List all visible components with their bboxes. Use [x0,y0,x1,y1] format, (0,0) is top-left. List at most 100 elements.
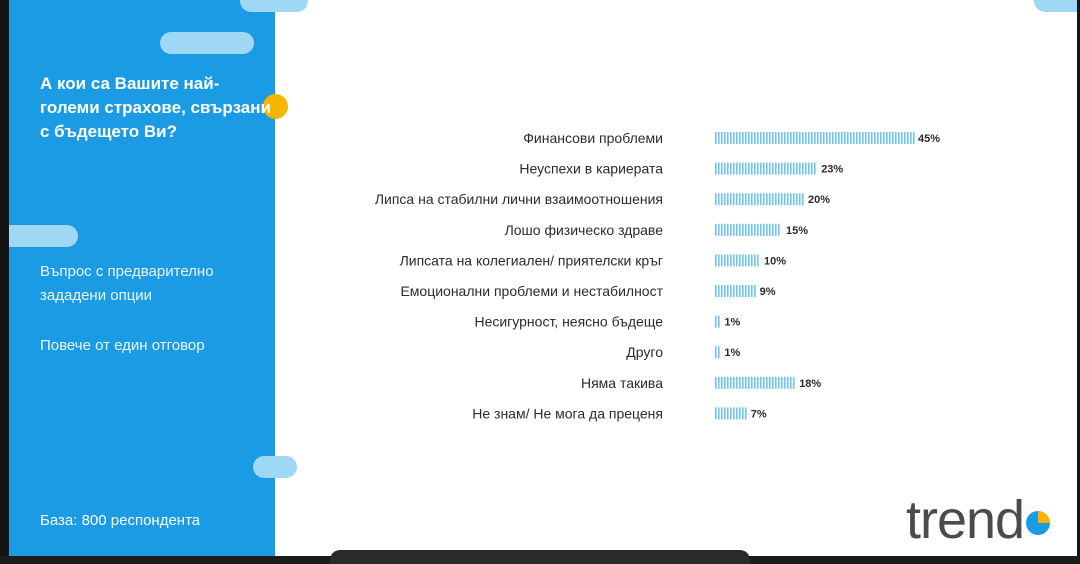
bar-stripe [778,193,780,206]
bar-stripe [715,376,717,389]
bar-stripe [778,132,780,144]
value-label: 15% [786,225,808,237]
bar-stripe [748,162,750,175]
bar-stripe [841,132,843,144]
bar-stripe [742,254,744,267]
bar-stripe [799,193,801,206]
bar-stripe [760,193,762,206]
bar-stripe [745,193,747,206]
bar-stripe [742,132,744,144]
bar-stripe [766,132,768,144]
bar-stripe [886,132,888,144]
bar-stripe [739,254,741,267]
bar-stripe [727,285,729,297]
bar-stripe [781,162,783,175]
bar-stripe [748,193,750,206]
bar-stripe [859,132,861,144]
bar-stripe [733,193,735,206]
value-label: 7% [751,408,767,420]
bar-stripe [736,407,738,420]
bar-stripe [769,376,771,389]
bar-stripe [757,223,759,236]
bar-stripe [733,376,735,389]
bar-stripe [721,376,723,389]
bar-stripe [718,223,720,236]
bar-stripe [751,376,753,389]
bar-stripe [739,193,741,206]
bar-stripe [754,193,756,206]
bar-stripe [814,132,816,144]
bar-stripe [739,132,741,144]
bar-stripe [766,193,768,206]
bar-stripe [778,162,780,175]
bar-stripe [745,254,747,267]
bar-stripe [766,376,768,389]
bar-stripe [772,193,774,206]
bar [715,193,804,206]
bar-stripe [724,223,726,236]
bar-stripe [745,285,747,297]
bar-stripe [721,254,723,267]
bar-stripe [787,162,789,175]
bar [715,315,720,328]
bar-stripe [736,376,738,389]
bar-stripe [817,132,819,144]
bar [715,285,756,297]
bar [715,376,795,389]
bar-stripe [742,285,744,297]
category-label: Не знам/ Не мога да преценя [472,405,663,421]
bar-stripe [901,132,903,144]
bar-stripe [718,132,720,144]
bar-stripe [748,254,750,267]
bar-stripe [724,407,726,420]
bar-stripe [757,376,759,389]
bar-stripe [808,132,810,144]
bar-stripe [730,407,732,420]
bar-stripe [781,132,783,144]
bar [715,132,915,144]
bar-stripe [799,162,801,175]
bar-stripe [802,193,804,206]
bar-stripe [736,254,738,267]
bar-stripe [754,285,756,297]
bar-stripe [790,132,792,144]
question-title: А кои са Вашите най-големи страхове, свъ… [40,74,271,141]
bar-stripe [778,223,780,236]
bar-stripe [715,193,717,206]
bar-stripe [811,162,813,175]
bar-stripe [790,162,792,175]
bar-stripe [832,132,834,144]
bar-stripe [802,132,804,144]
bar-stripe [811,132,813,144]
bar-stripe [856,132,858,144]
bar-stripe [808,162,810,175]
bar-stripe [745,376,747,389]
value-label: 9% [760,286,776,298]
bar-stripe [751,132,753,144]
bar-stripe [769,223,771,236]
bar-stripe [730,376,732,389]
bar-stripe [721,193,723,206]
value-label: 23% [821,164,843,176]
bar-stripe [802,162,804,175]
bar [715,407,747,420]
bar-stripe [718,315,720,328]
bar-stripe [730,285,732,297]
bar-stripe [715,346,717,359]
bar-stripe [787,376,789,389]
category-label: Неуспехи в кариерата [519,161,663,177]
bar-stripe [778,376,780,389]
bar-stripe [733,254,735,267]
bar-stripe [769,193,771,206]
bar [715,346,720,359]
bar-stripe [835,132,837,144]
bar-stripe [772,162,774,175]
sample-base: База: 800 респондента [40,512,201,529]
bar-stripe [895,132,897,144]
bar-stripe [814,162,816,175]
bar-stripe [724,132,726,144]
bar-stripe [718,407,720,420]
decorative-pill [253,456,297,478]
bar-stripe [823,132,825,144]
